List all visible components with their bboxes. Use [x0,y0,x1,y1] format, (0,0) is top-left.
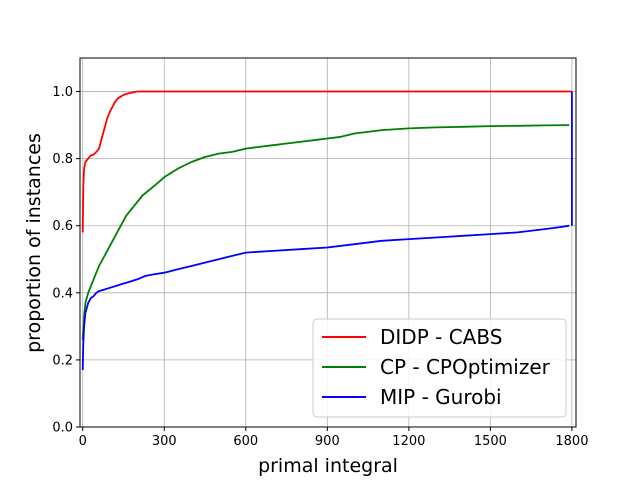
y-tick-label: 0.4 [52,286,73,301]
y-tick-label: 1.0 [52,85,73,100]
y-axis-title: proportion of instances [23,133,45,353]
x-tick-label: 1800 [555,434,588,449]
y-tick-label: 0.8 [52,152,73,167]
y-tick-label: 0.6 [52,219,73,234]
x-tick-label: 1500 [474,434,507,449]
legend-label-2: MIP - Gurobi [380,385,502,409]
x-tick-label: 1200 [392,434,425,449]
legend-label-0: DIDP - CABS [380,325,502,349]
x-tick-label: 0 [79,434,87,449]
x-tick-label: 300 [152,434,177,449]
series-line-2 [81,224,570,371]
x-axis: 0 300 600 900 1200 1500 1800 [79,427,588,449]
y-tick-label: 0.2 [52,353,73,368]
y-tick-label: 0.0 [52,421,73,436]
x-tick-label: 900 [315,434,340,449]
x-axis-title: primal integral [258,455,398,477]
legend: DIDP - CABS CP - CPOptimizer MIP - Gurobi [312,318,567,418]
x-tick-label: 600 [233,434,258,449]
y-axis: 0.0 0.2 0.4 0.6 0.8 1.0 [52,85,80,436]
legend-label-1: CP - CPOptimizer [380,355,551,379]
series-line-0 [81,90,572,233]
series-line-1 [81,124,570,340]
legend-box [312,318,567,418]
series-group [81,90,573,371]
plot-frame [79,57,577,428]
